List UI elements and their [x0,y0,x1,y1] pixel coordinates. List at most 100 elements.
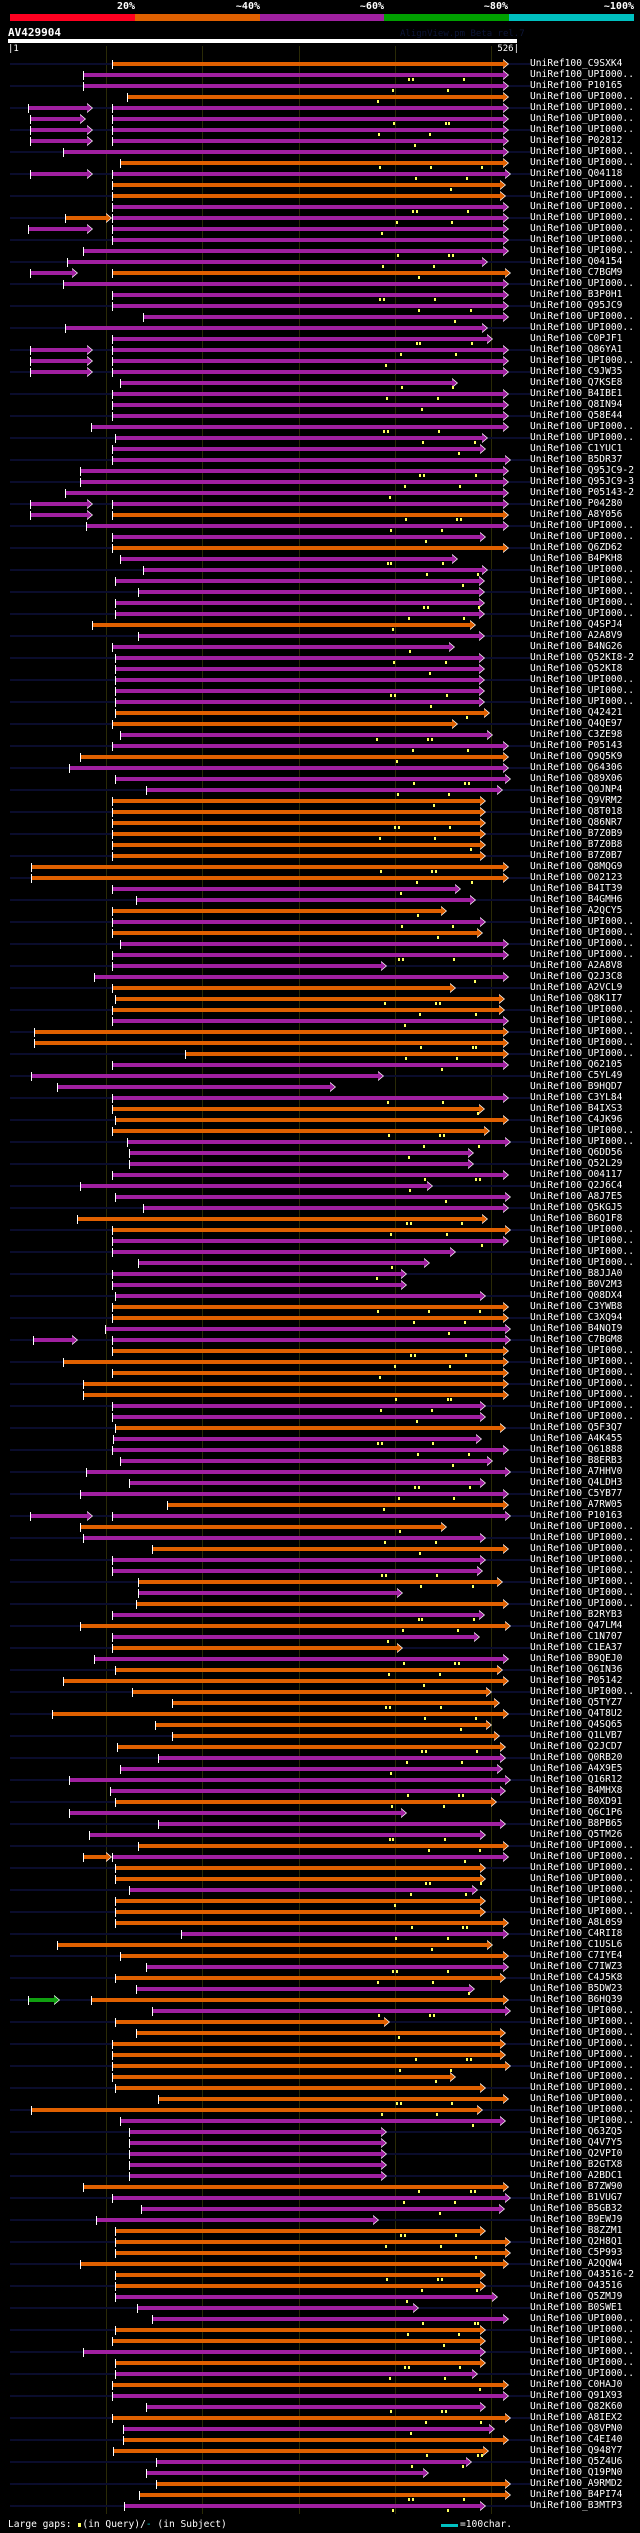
hit-label[interactable]: UniRef100_UPI000.. [530,2060,634,2071]
hit-label[interactable]: UniRef100_UPI000.. [530,124,634,135]
hit-label[interactable]: UniRef100_B0XD91 [530,1796,623,1807]
hit-label[interactable]: UniRef100_Q948Y7 [530,2445,623,2456]
hit-label[interactable]: UniRef100_UPI000.. [530,157,634,168]
hit-label[interactable]: UniRef100_B9EWJ9 [530,2214,623,2225]
hit-label[interactable]: UniRef100_UPI000.. [530,91,634,102]
hit-label[interactable]: UniRef100_B6Q1F8 [530,1213,623,1224]
hit-label[interactable]: UniRef100_UPI000.. [530,278,634,289]
hit-label[interactable]: UniRef100_O02123 [530,872,623,883]
hit-label[interactable]: UniRef100_UPI000.. [530,1367,634,1378]
hit-label[interactable]: UniRef100_P10165 [530,80,623,91]
hit-label[interactable]: UniRef100_Q04154 [530,256,623,267]
hit-label[interactable]: UniRef100_Q08DX4 [530,1290,623,1301]
hit-label[interactable]: UniRef100_B8ERB3 [530,1455,623,1466]
hit-label[interactable]: UniRef100_B4MHX8 [530,1785,623,1796]
hit-label[interactable]: UniRef100_UPI000.. [530,586,634,597]
hit-label[interactable]: UniRef100_Q61888 [530,1444,623,1455]
hit-label[interactable]: UniRef100_B7Z0B8 [530,839,623,850]
hit-label[interactable]: UniRef100_UPI000.. [530,190,634,201]
hit-label[interactable]: UniRef100_Q58E44 [530,410,623,421]
hit-label[interactable]: UniRef100_UPI000.. [530,2346,634,2357]
hit-label[interactable]: UniRef100_P05142 [530,1675,623,1686]
hit-label[interactable]: UniRef100_UPI000.. [530,1565,634,1576]
hit-label[interactable]: UniRef100_UPI000.. [530,938,634,949]
hit-label[interactable]: UniRef100_Q95JC9-3 [530,476,634,487]
hit-label[interactable]: UniRef100_A7RW05 [530,1499,623,1510]
hit-label[interactable]: UniRef100_UPI000.. [530,1125,634,1136]
hit-label[interactable]: UniRef100_Q5TYZ7 [530,1697,623,1708]
hit-label[interactable]: UniRef100_UPI000.. [530,2115,634,2126]
hit-label[interactable]: UniRef100_UPI000.. [530,685,634,696]
hit-label[interactable]: UniRef100_UPI000.. [530,608,634,619]
hit-label[interactable]: UniRef100_Q5KGJ5 [530,1202,623,1213]
hit-label[interactable]: UniRef100_UPI000.. [530,421,634,432]
hit-label[interactable]: UniRef100_UPI000.. [530,113,634,124]
hit-label[interactable]: UniRef100_O04117 [530,1169,623,1180]
hit-label[interactable]: UniRef100_UPI000.. [530,223,634,234]
hit-label[interactable]: UniRef100_A4K455 [530,1433,623,1444]
hit-label[interactable]: UniRef100_C7IWZ3 [530,1961,623,1972]
hit-label[interactable]: UniRef100_UPI000.. [530,1136,634,1147]
hit-label[interactable]: UniRef100_UPI000.. [530,1235,634,1246]
hit-label[interactable]: UniRef100_UPI000.. [530,311,634,322]
hit-label[interactable]: UniRef100_B7ZW90 [530,2181,623,2192]
hit-label[interactable]: UniRef100_Q91X93 [530,2390,623,2401]
hit-label[interactable]: UniRef100_UPI000.. [530,1587,634,1598]
hit-label[interactable]: UniRef100_B9QEJ0 [530,1653,623,1664]
hit-label[interactable]: UniRef100_Q0RB20 [530,1752,623,1763]
hit-label[interactable]: UniRef100_UPI000.. [530,245,634,256]
hit-label[interactable]: UniRef100_UPI000.. [530,102,634,113]
hit-label[interactable]: UniRef100_A8L0S9 [530,1917,623,1928]
hit-label[interactable]: UniRef100_B5DR37 [530,454,623,465]
hit-label[interactable]: UniRef100_Q8K1I7 [530,993,623,1004]
hit-label[interactable]: UniRef100_B4IT39 [530,883,623,894]
hit-label[interactable]: UniRef100_UPI000.. [530,564,634,575]
hit-label[interactable]: UniRef100_B0V2M3 [530,1279,623,1290]
hit-label[interactable]: UniRef100_O43516 [530,2280,623,2291]
hit-label[interactable]: UniRef100_B4IBE1 [530,388,623,399]
hit-label[interactable]: UniRef100_A8J7E5 [530,1191,623,1202]
hit-label[interactable]: UniRef100_C7BGM9 [530,267,623,278]
hit-label[interactable]: UniRef100_Q95JC9-2 [530,465,634,476]
hit-label[interactable]: UniRef100_Q4T8U2 [530,1708,623,1719]
hit-label[interactable]: UniRef100_UPI000.. [530,1554,634,1565]
hit-label[interactable]: UniRef100_UPI000.. [530,1532,634,1543]
hit-label[interactable]: UniRef100_B4NG26 [530,641,623,652]
hit-label[interactable]: UniRef100_A2A8V9 [530,630,623,641]
hit-label[interactable]: UniRef100_Q8MQG9 [530,861,623,872]
hit-label[interactable]: UniRef100_C3YL84 [530,1092,623,1103]
hit-label[interactable]: UniRef100_C5P993 [530,2247,623,2258]
hit-label[interactable]: UniRef100_Q5Z4U6 [530,2456,623,2467]
hit-label[interactable]: UniRef100_UPI000.. [530,1851,634,1862]
hit-label[interactable]: UniRef100_UPI000.. [530,1543,634,1554]
hit-label[interactable]: UniRef100_A7HHV0 [530,1466,623,1477]
hit-label[interactable]: UniRef100_Q42421 [530,707,623,718]
hit-label[interactable]: UniRef100_B6HQ39 [530,1994,623,2005]
hit-label[interactable]: UniRef100_UPI000.. [530,1400,634,1411]
hit-label[interactable]: UniRef100_Q2VPI0 [530,2148,623,2159]
hit-label[interactable]: UniRef100_Q2J6C4 [530,1180,623,1191]
hit-label[interactable]: UniRef100_UPI000.. [530,2335,634,2346]
hit-label[interactable]: UniRef100_Q04118 [530,168,623,179]
hit-label[interactable]: UniRef100_UPI000.. [530,1048,634,1059]
hit-label[interactable]: UniRef100_UPI000.. [530,2038,634,2049]
hit-label[interactable]: UniRef100_C9SXK4 [530,58,623,69]
hit-label[interactable]: UniRef100_Q7KSE8 [530,377,623,388]
hit-label[interactable]: UniRef100_UPI000.. [530,597,634,608]
hit-label[interactable]: UniRef100_Q2H8Q1 [530,2236,623,2247]
hit-label[interactable]: UniRef100_UPI000.. [530,531,634,542]
hit-label[interactable]: UniRef100_Q19PN0 [530,2467,623,2478]
hit-label[interactable]: UniRef100_C4RII8 [530,1928,623,1939]
hit-label[interactable]: UniRef100_UPI000.. [530,1873,634,1884]
hit-label[interactable]: UniRef100_UPI000.. [530,1389,634,1400]
hit-label[interactable]: UniRef100_C3YWB8 [530,1301,623,1312]
hit-label[interactable]: UniRef100_UPI000.. [530,146,634,157]
hit-label[interactable]: UniRef100_C5YB77 [530,1488,623,1499]
hit-label[interactable]: UniRef100_Q8T018 [530,806,623,817]
hit-label[interactable]: UniRef100_C3XQ94 [530,1312,623,1323]
hit-label[interactable]: UniRef100_UPI000.. [530,234,634,245]
hit-label[interactable]: UniRef100_Q6ZD62 [530,542,623,553]
hit-label[interactable]: UniRef100_UPI000.. [530,575,634,586]
hit-label[interactable]: UniRef100_B4IXS3 [530,1103,623,1114]
hit-label[interactable]: UniRef100_B4PI74 [530,2489,623,2500]
